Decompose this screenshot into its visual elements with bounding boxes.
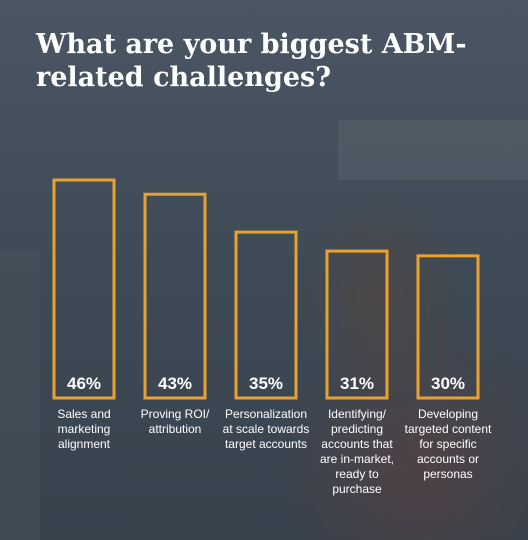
category-label-3: Personalization at scale towards target …: [222, 407, 310, 451]
value-label-3: 35%: [249, 374, 283, 393]
background-shelf: [338, 120, 528, 180]
value-label-4: 31%: [340, 374, 374, 393]
category-label-1: Sales and marketing alignment: [57, 407, 111, 451]
bar-1: [52, 178, 116, 400]
bar-3: [234, 230, 298, 400]
value-label-5: 30%: [431, 374, 465, 393]
category-label-2: Proving ROI/ attribution: [140, 407, 210, 436]
bar-5: [416, 254, 480, 400]
bar-2: [143, 192, 207, 400]
bar-4: [325, 249, 389, 400]
value-label-1: 46%: [67, 374, 101, 393]
category-label-4: Identifying/ predicting accounts that ar…: [319, 407, 395, 496]
chart-title: What are your biggest ABM-related challe…: [36, 29, 467, 93]
category-label-5: Developing targeted content for specific…: [404, 407, 492, 481]
value-label-2: 43%: [158, 374, 192, 393]
background-monitor: [0, 250, 40, 540]
